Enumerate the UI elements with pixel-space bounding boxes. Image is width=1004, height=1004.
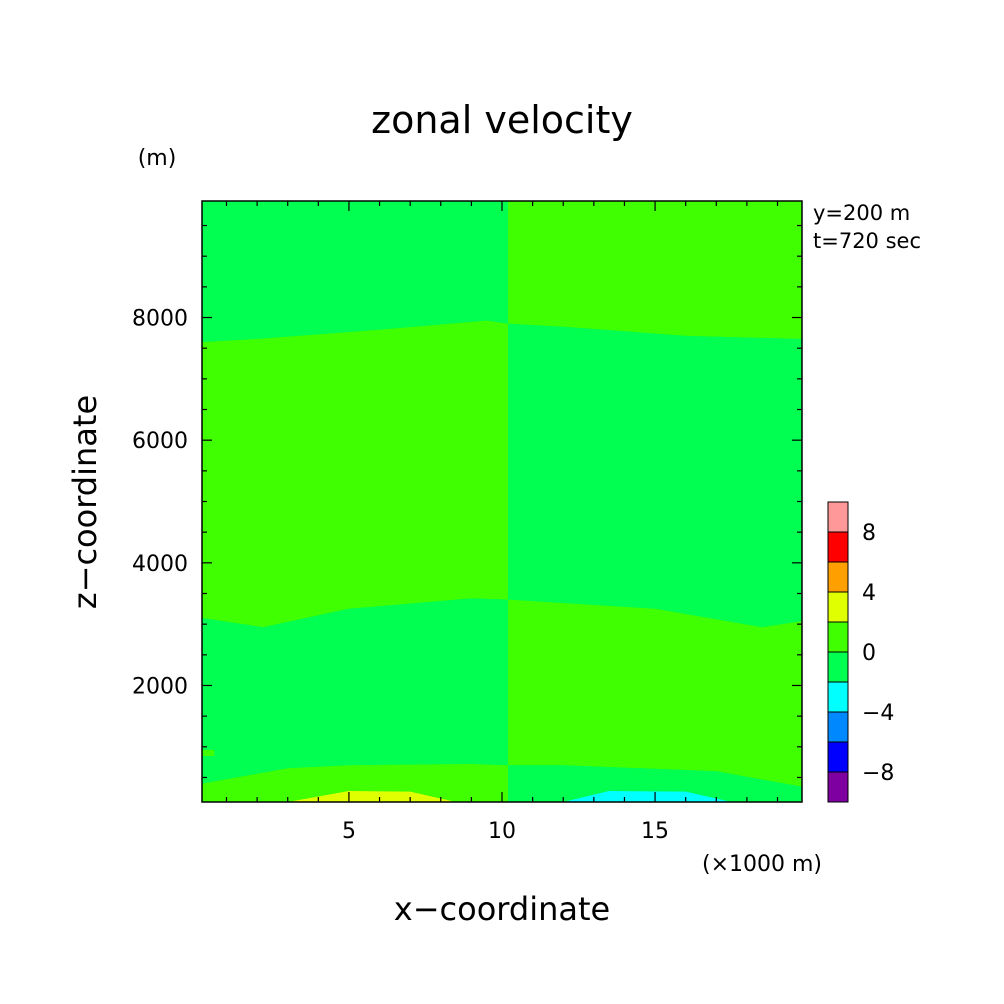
contour-region-5: [508, 599, 802, 787]
chart-title: zonal velocity: [371, 98, 633, 142]
y-tick-label: 2000: [132, 674, 188, 699]
contour-region-3: [508, 323, 802, 628]
x-axis-label: x−coordinate: [394, 890, 610, 928]
x-tick-label: 15: [641, 819, 669, 844]
y-tick-label: 4000: [132, 552, 188, 577]
colorbar-tick-label: 8: [862, 521, 876, 546]
colorbar-swatch: [827, 771, 849, 803]
x-tick-label: 5: [342, 819, 356, 844]
colorbar-swatch: [827, 591, 849, 623]
plot-axes: 5 10 15 2000 4000 6000 8000: [132, 200, 803, 844]
annotation-t: t=720 sec: [813, 229, 921, 253]
colorbar-swatch: [827, 561, 849, 593]
contour-region-4: [202, 598, 509, 784]
colorbar-tick-label: 0: [862, 641, 876, 666]
contour-region-6: [202, 764, 509, 802]
colorbar-tick-label: −4: [862, 701, 894, 726]
contour-plot: [202, 201, 802, 802]
contour-region-0: [202, 201, 509, 343]
x-unit-label: (×1000 m): [702, 852, 822, 877]
contour-region-7: [508, 765, 802, 802]
y-tick-label: 8000: [132, 307, 188, 332]
colorbar-swatch: [827, 741, 849, 773]
contour-region-8: [287, 791, 457, 802]
contour-region-1: [508, 201, 802, 339]
colorbar-tick-label: −8: [862, 761, 894, 786]
y-tick-label: 6000: [132, 429, 188, 454]
colorbar-swatch: [827, 531, 849, 563]
y-axis-label: z−coordinate: [66, 395, 104, 609]
annotation-y: y=200 m: [813, 201, 910, 225]
colorbar-swatch: [827, 711, 849, 743]
colorbar: −8 −4 0 4 8: [827, 501, 894, 803]
contour-region-10: [202, 749, 215, 756]
colorbar-tick-label: 4: [862, 581, 876, 606]
colorbar-swatch: [827, 681, 849, 713]
contour-region-9: [563, 791, 732, 802]
colorbar-swatch: [827, 651, 849, 683]
x-tick-label: 10: [488, 819, 516, 844]
y-unit-label: (m): [138, 146, 177, 171]
colorbar-swatch: [827, 621, 849, 653]
colorbar-swatch: [827, 501, 849, 533]
contour-region-2: [202, 320, 509, 628]
